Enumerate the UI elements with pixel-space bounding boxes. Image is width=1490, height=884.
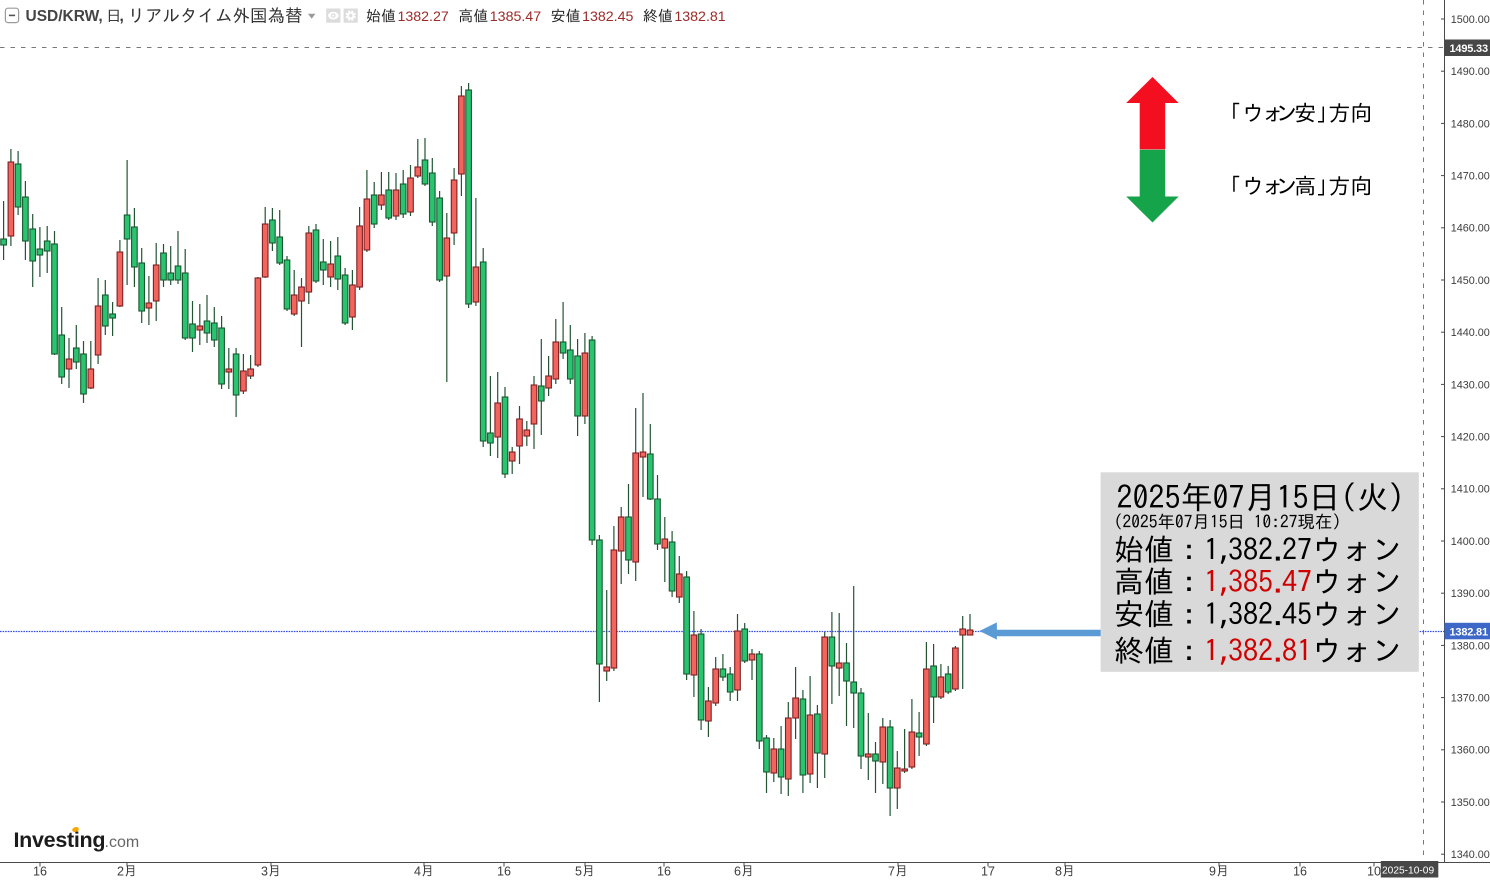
svg-text:1450.00: 1450.00 [1451, 275, 1490, 287]
svg-text:Investing: Investing [14, 828, 106, 852]
svg-text:1500.00: 1500.00 [1451, 14, 1490, 26]
svg-text:,: , [120, 8, 124, 25]
svg-text:1350.00: 1350.00 [1451, 797, 1490, 809]
svg-text:1420.00: 1420.00 [1451, 432, 1490, 444]
svg-text:4: 4 [414, 865, 421, 879]
svg-text:1490.00: 1490.00 [1451, 66, 1490, 78]
svg-text:1385.47: 1385.47 [490, 9, 541, 25]
svg-text:1370.00: 1370.00 [1451, 693, 1490, 705]
svg-text:1480.00: 1480.00 [1451, 118, 1490, 130]
svg-text:1382.45: 1382.45 [582, 9, 633, 25]
svg-text:9: 9 [1209, 865, 1216, 879]
svg-text:3: 3 [261, 865, 268, 879]
svg-text:16: 16 [657, 865, 671, 879]
svg-text:7: 7 [888, 865, 895, 879]
svg-text:1382.27: 1382.27 [398, 9, 449, 25]
svg-text:.com: .com [105, 834, 140, 851]
svg-text:1360.00: 1360.00 [1451, 745, 1490, 757]
svg-text:1440.00: 1440.00 [1451, 327, 1490, 339]
svg-text:1340.00: 1340.00 [1451, 849, 1490, 861]
svg-text:6: 6 [734, 865, 741, 879]
svg-text:1382.81: 1382.81 [674, 9, 725, 25]
svg-text:8: 8 [1055, 865, 1062, 879]
svg-text:1460.00: 1460.00 [1451, 223, 1490, 235]
svg-text:17: 17 [981, 865, 995, 879]
svg-text:1470.00: 1470.00 [1451, 171, 1490, 183]
svg-text:5: 5 [575, 865, 582, 879]
svg-text:1495.33: 1495.33 [1450, 43, 1488, 55]
svg-text:1380.00: 1380.00 [1451, 640, 1490, 652]
svg-text:10: 10 [1367, 865, 1381, 879]
svg-text:16: 16 [1293, 865, 1307, 879]
svg-text:1382.81: 1382.81 [1450, 626, 1488, 638]
svg-text:USD/KRW,: USD/KRW, [26, 8, 103, 25]
svg-text:1430.00: 1430.00 [1451, 379, 1490, 391]
svg-text:1400.00: 1400.00 [1451, 536, 1490, 548]
svg-text:2025-10-09: 2025-10-09 [1382, 866, 1434, 877]
svg-text:1390.00: 1390.00 [1451, 588, 1490, 600]
svg-text:2: 2 [117, 865, 124, 879]
svg-text:1410.00: 1410.00 [1451, 484, 1490, 496]
svg-text:16: 16 [33, 865, 47, 879]
svg-text:16: 16 [497, 865, 511, 879]
